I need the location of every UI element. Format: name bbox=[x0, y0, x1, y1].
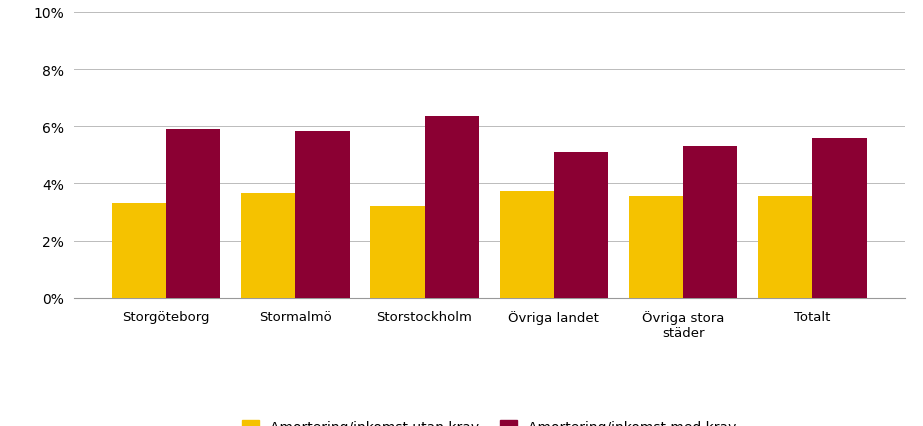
Bar bbox=[683, 147, 737, 298]
Bar bbox=[166, 130, 221, 298]
Bar bbox=[758, 197, 812, 298]
Bar bbox=[629, 197, 683, 298]
Bar bbox=[241, 194, 295, 298]
Bar bbox=[425, 117, 479, 298]
Bar bbox=[112, 204, 166, 298]
Bar bbox=[370, 207, 425, 298]
Bar bbox=[499, 191, 554, 298]
Bar bbox=[295, 131, 350, 298]
Bar bbox=[554, 153, 608, 298]
Legend: Amortering/inkomst utan krav, Amortering/inkomst med krav: Amortering/inkomst utan krav, Amortering… bbox=[236, 414, 742, 426]
Bar bbox=[812, 138, 867, 298]
